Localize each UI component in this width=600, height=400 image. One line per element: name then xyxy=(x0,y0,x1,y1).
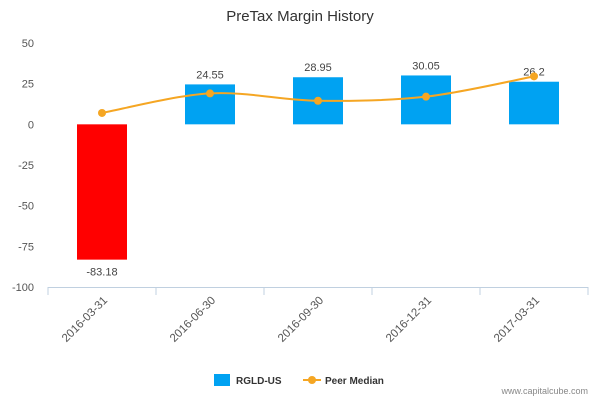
bar[interactable] xyxy=(77,124,127,260)
credit-text: www.capitalcube.com xyxy=(500,386,588,396)
peer-median-series xyxy=(98,72,538,117)
y-tick-label: -25 xyxy=(18,160,34,172)
chart-title: PreTax Margin History xyxy=(226,8,374,25)
peer-median-point[interactable] xyxy=(206,89,214,98)
legend-label-peer-median[interactable]: Peer Median xyxy=(325,376,384,387)
peer-median-point[interactable] xyxy=(98,108,106,117)
y-tick-label: -50 xyxy=(18,201,34,213)
y-tick-label: -100 xyxy=(12,282,34,294)
y-tick-label: 50 xyxy=(22,38,34,50)
bar-series xyxy=(77,75,559,260)
peer-median-point[interactable] xyxy=(314,96,322,105)
x-tick-label: 2016-12-31 xyxy=(384,295,434,345)
x-tick-label: 2016-09-30 xyxy=(276,295,326,345)
bar-data-label: 24.55 xyxy=(196,69,224,81)
x-tick-label: 2016-06-30 xyxy=(168,295,218,345)
x-tick-label: 2016-03-31 xyxy=(60,295,110,345)
y-tick-label: 25 xyxy=(22,79,34,91)
legend-label-rgld[interactable]: RGLD-US xyxy=(236,376,282,387)
legend-bar-swatch xyxy=(214,374,230,386)
bar-data-label: -83.18 xyxy=(86,267,117,279)
peer-median-point[interactable] xyxy=(530,72,538,81)
legend[interactable]: RGLD-US Peer Median xyxy=(214,374,384,387)
legend-point-swatch xyxy=(308,376,316,384)
bar[interactable] xyxy=(509,81,559,125)
y-tick-label: 0 xyxy=(28,119,34,131)
x-tick-label: 2017-03-31 xyxy=(492,295,542,345)
bar-data-label: 28.95 xyxy=(304,62,332,74)
y-axis: 50 25 0 -25 -50 -75 -100 xyxy=(12,38,34,294)
y-tick-label: -75 xyxy=(18,241,34,253)
peer-median-point[interactable] xyxy=(422,92,430,101)
bar-data-label: 30.05 xyxy=(412,60,440,72)
x-axis: 2016-03-31 2016-06-30 2016-09-30 2016-12-31… xyxy=(47,287,589,345)
